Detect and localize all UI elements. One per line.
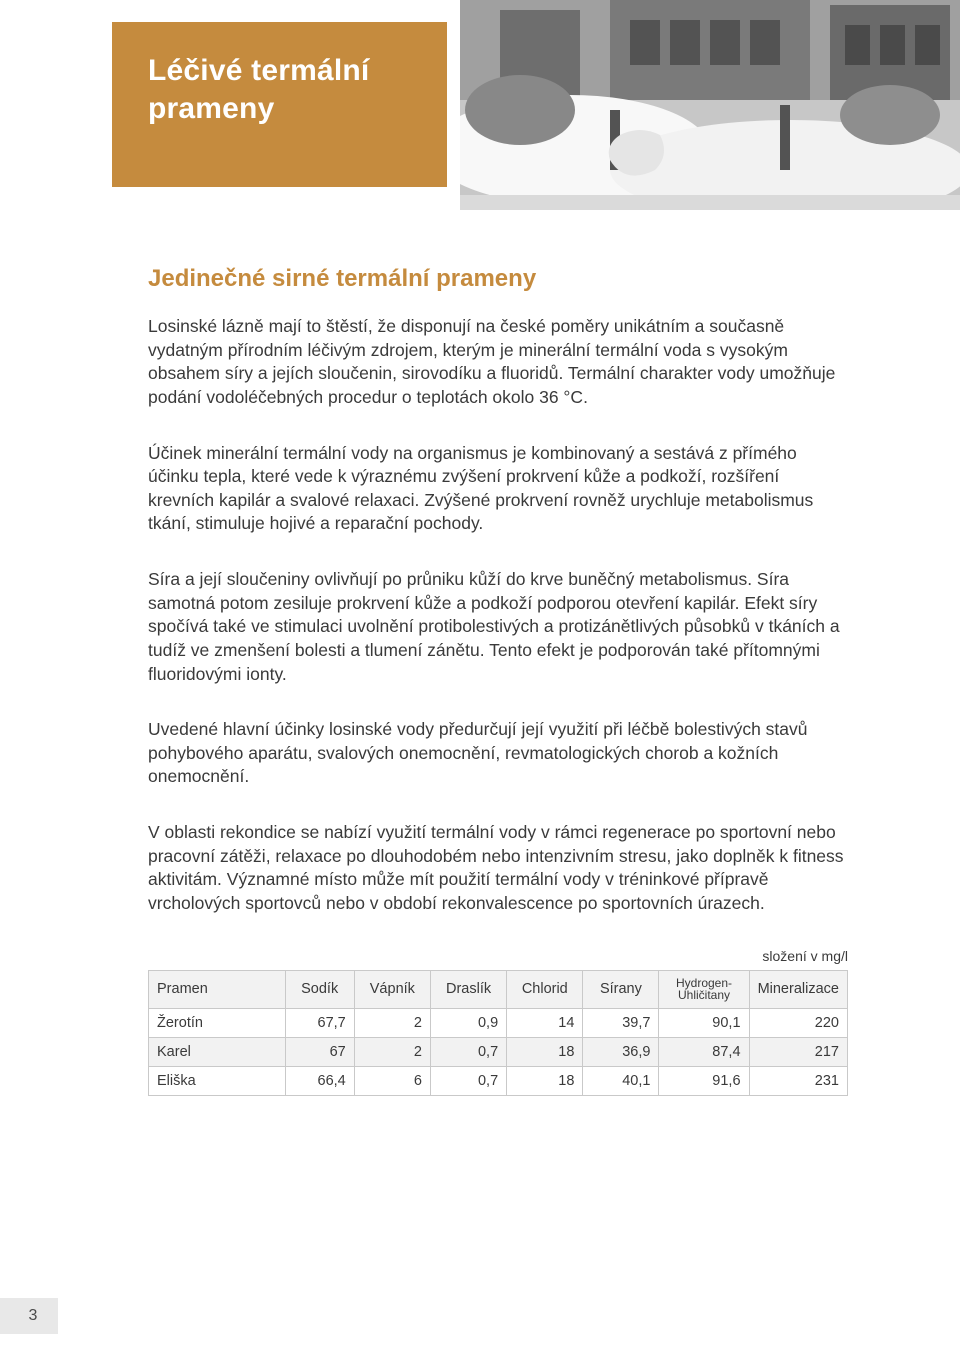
- table-row: Karel 67 2 0,7 18 36,9 87,4 217: [149, 1037, 848, 1066]
- content-area: Jedinečné sirné termální prameny Losinsk…: [0, 215, 960, 1096]
- cell: Žerotín: [149, 1008, 286, 1037]
- subtitle: Jedinečné sirné termální prameny: [148, 265, 848, 293]
- cell: 87,4: [659, 1037, 749, 1066]
- cell: 217: [749, 1037, 847, 1066]
- page-number: 3: [0, 1298, 58, 1334]
- paragraph-5: V oblasti rekondice se nabízí využití te…: [148, 821, 848, 916]
- col-pramen: Pramen: [149, 970, 286, 1008]
- table-row: Eliška 66,4 6 0,7 18 40,1 91,6 231: [149, 1066, 848, 1095]
- cell: 39,7: [583, 1008, 659, 1037]
- col-vapnik: Vápník: [354, 970, 430, 1008]
- cell: 2: [354, 1037, 430, 1066]
- cell: 36,9: [583, 1037, 659, 1066]
- cell: 67,7: [285, 1008, 354, 1037]
- cell: 14: [507, 1008, 583, 1037]
- cell: 6: [354, 1066, 430, 1095]
- title-line1: Léčivé termální: [148, 54, 369, 87]
- cell: 220: [749, 1008, 847, 1037]
- cell: 67: [285, 1037, 354, 1066]
- cell: 231: [749, 1066, 847, 1095]
- cell: 0,9: [430, 1008, 506, 1037]
- title-line2: prameny: [148, 92, 274, 125]
- cell: 40,1: [583, 1066, 659, 1095]
- cell: 2: [354, 1008, 430, 1037]
- col-draslik: Draslík: [430, 970, 506, 1008]
- cell: Eliška: [149, 1066, 286, 1095]
- table-row: Žerotín 67,7 2 0,9 14 39,7 90,1 220: [149, 1008, 848, 1037]
- table-header-row: Pramen Sodík Vápník Draslík Chlorid Síra…: [149, 970, 848, 1008]
- table-caption: složení v mg/l: [148, 948, 848, 964]
- col-sirany: Sírany: [583, 970, 659, 1008]
- paragraph-2: Účinek minerální termální vody na organi…: [148, 442, 848, 537]
- composition-table: Pramen Sodík Vápník Draslík Chlorid Síra…: [148, 970, 848, 1096]
- cell: 91,6: [659, 1066, 749, 1095]
- col-chlorid: Chlorid: [507, 970, 583, 1008]
- header: Léčivé termální prameny: [0, 0, 960, 215]
- cell: 0,7: [430, 1037, 506, 1066]
- page-title: Léčivé termální prameny: [148, 52, 417, 127]
- title-tab: Léčivé termální prameny: [112, 22, 447, 187]
- cell: Karel: [149, 1037, 286, 1066]
- paragraph-1: Losinské lázně mají to štěstí, že dispon…: [148, 315, 848, 410]
- col-mineralizace: Mineralizace: [749, 970, 847, 1008]
- cell: 90,1: [659, 1008, 749, 1037]
- col-hydrogen: Hydrogen- Uhličitany: [659, 970, 749, 1008]
- cell: 0,7: [430, 1066, 506, 1095]
- hero-image: [460, 0, 960, 210]
- paragraph-3: Síra a její sloučeniny ovlivňují po průn…: [148, 568, 848, 686]
- cell: 18: [507, 1037, 583, 1066]
- paragraph-4: Uvedené hlavní účinky losinské vody před…: [148, 718, 848, 789]
- cell: 66,4: [285, 1066, 354, 1095]
- cell: 18: [507, 1066, 583, 1095]
- col-sodik: Sodík: [285, 970, 354, 1008]
